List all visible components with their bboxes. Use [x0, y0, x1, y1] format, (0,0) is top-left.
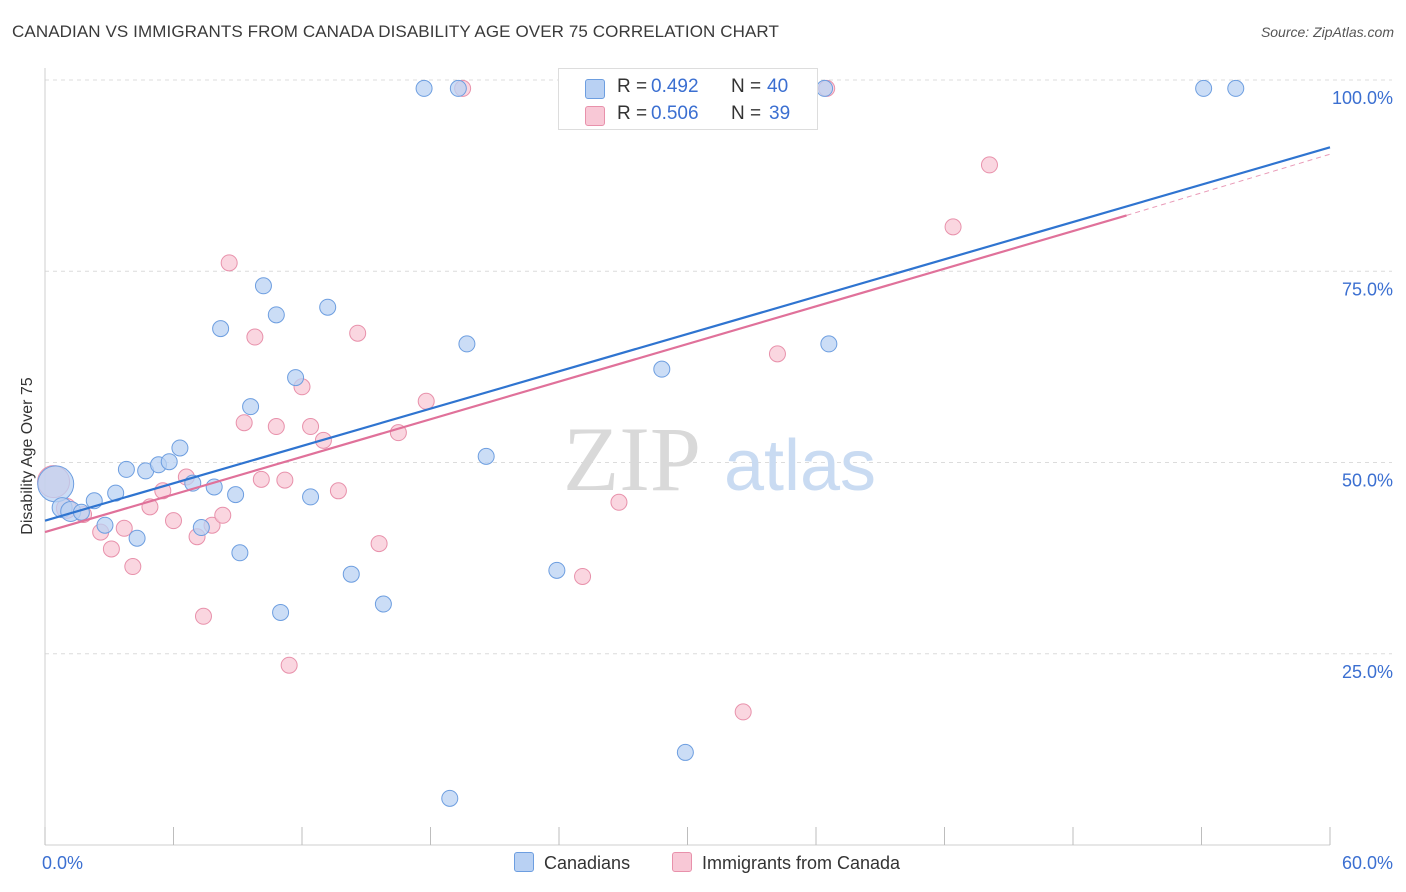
legend-r-label: R = — [617, 103, 648, 124]
x-tick-label: 0.0% — [42, 853, 83, 873]
point-canadians — [212, 320, 230, 338]
point-canadians — [676, 743, 694, 761]
y-tick-label: 50.0% — [1342, 471, 1393, 491]
point-canadians — [458, 335, 476, 353]
legend-n-label: N = — [731, 103, 762, 124]
tick-labels: 25.0% 50.0% 75.0% 100.0% 0.0% 60.0% — [42, 88, 1393, 873]
series-canadians-points — [37, 79, 1245, 807]
bottom-legend-label-canadians: Canadians — [544, 853, 631, 873]
point-canadians — [1227, 79, 1245, 97]
point-canadians — [96, 516, 114, 534]
point-canadians — [374, 595, 392, 613]
legend-n-label: N = — [731, 76, 762, 97]
point-immigrants — [102, 540, 120, 558]
point-immigrants — [734, 703, 752, 721]
x-tick-label: 60.0% — [1342, 853, 1393, 873]
point-canadians — [272, 603, 290, 621]
point-canadians — [192, 519, 210, 537]
point-immigrants — [329, 482, 347, 500]
point-immigrants — [214, 506, 232, 524]
trend-lines — [44, 146, 1331, 534]
y-tick-label: 25.0% — [1342, 662, 1393, 682]
watermark: ZIP atlas — [563, 408, 876, 510]
point-immigrants — [980, 156, 998, 174]
point-canadians — [1195, 79, 1213, 97]
point-immigrants — [610, 493, 628, 511]
point-immigrants — [246, 328, 264, 346]
source-credit: Source: ZipAtlas.com — [1260, 24, 1394, 40]
point-immigrants — [768, 345, 786, 363]
gridlines — [45, 79, 1392, 655]
legend-r-value: 0.492 — [651, 76, 699, 97]
point-immigrants — [235, 414, 253, 432]
point-canadians — [287, 369, 305, 387]
legend-r-value: 0.506 — [651, 103, 699, 124]
axes — [44, 68, 1331, 846]
y-tick-label: 100.0% — [1332, 88, 1393, 108]
point-canadians — [653, 360, 671, 378]
trend-line-immigrants — [44, 214, 1127, 534]
point-canadians — [342, 565, 360, 583]
legend-n-value: 40 — [767, 76, 789, 97]
point-immigrants — [349, 324, 367, 342]
point-immigrants — [220, 254, 238, 272]
legend-swatch-pink — [585, 106, 605, 126]
point-canadians — [37, 465, 75, 503]
point-immigrants — [276, 471, 294, 489]
point-canadians — [441, 789, 459, 807]
point-immigrants — [280, 656, 298, 674]
point-canadians — [415, 79, 433, 97]
watermark-atlas: atlas — [724, 426, 876, 506]
trend-line-immigrants-extension — [1126, 153, 1331, 216]
legend-swatch-blue — [585, 79, 605, 99]
stats-legend: R = 0.492 N = 40 R = 0.506 N = 39 — [558, 68, 818, 130]
chart-title: CANADIAN VS IMMIGRANTS FROM CANADA DISAB… — [12, 22, 779, 41]
bottom-legend-canadians: Canadians — [514, 852, 630, 874]
point-canadians — [160, 453, 178, 471]
point-canadians — [477, 447, 495, 465]
point-canadians — [128, 529, 146, 547]
point-immigrants — [165, 512, 182, 530]
point-canadians — [449, 79, 467, 97]
point-immigrants — [124, 558, 142, 576]
trend-line-canadians — [44, 146, 1331, 522]
point-canadians — [227, 486, 245, 504]
point-canadians — [820, 335, 838, 353]
point-canadians — [242, 398, 260, 416]
bottom-legend-swatch-pink — [672, 852, 692, 872]
point-immigrants — [115, 519, 133, 537]
point-immigrants — [194, 607, 212, 625]
point-immigrants — [370, 535, 388, 553]
point-immigrants — [252, 470, 270, 488]
point-canadians — [548, 561, 566, 579]
legend-n-value: 39 — [769, 103, 791, 124]
y-tick-label: 75.0% — [1342, 279, 1393, 299]
point-canadians — [171, 439, 189, 457]
point-immigrants — [574, 567, 592, 585]
point-immigrants — [302, 418, 320, 436]
point-immigrants — [944, 218, 962, 236]
point-canadians — [231, 544, 249, 562]
point-canadians — [816, 79, 834, 97]
point-immigrants — [267, 418, 285, 436]
series-immigrants-points — [37, 79, 998, 721]
bottom-legend-label-immigrants: Immigrants from Canada — [702, 853, 901, 873]
point-immigrants — [417, 392, 435, 410]
point-canadians — [254, 277, 272, 295]
point-canadians — [267, 306, 285, 324]
bottom-legend-swatch-blue — [514, 852, 534, 872]
point-canadians — [117, 460, 135, 478]
watermark-zip: ZIP — [563, 408, 701, 510]
bottom-legend-immigrants: Immigrants from Canada — [672, 852, 900, 874]
legend-r-label: R = — [617, 76, 648, 97]
point-canadians — [302, 488, 320, 506]
point-canadians — [319, 298, 337, 316]
